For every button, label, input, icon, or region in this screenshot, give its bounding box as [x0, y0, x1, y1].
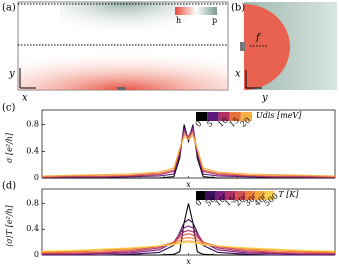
legend-swatch: [225, 191, 236, 200]
y-tick-label: 0.8: [26, 198, 39, 207]
legend-label: 5: [205, 119, 215, 129]
series-line: [42, 229, 335, 255]
y-tick-label: 0: [34, 173, 39, 182]
series-line: [42, 125, 335, 178]
legend-swatch: [215, 191, 226, 200]
panel-b: f (b) x y: [231, 2, 337, 104]
plot-frame: [41, 109, 336, 179]
legend-swatch: [196, 191, 206, 200]
x-axis-label: x: [186, 257, 191, 265]
panel-label: (a): [2, 3, 16, 14]
legend-title: T [K]: [278, 190, 299, 199]
panel-label: (d): [2, 181, 16, 192]
series-line: [41, 237, 336, 253]
colorbar-high: p: [212, 16, 217, 25]
y-axis-label: ⟨σ⟩T [e²/h]: [5, 204, 14, 246]
series-line: [42, 218, 335, 256]
tip: [117, 87, 125, 90]
series-line: [41, 134, 336, 177]
legend-title: Udis [meV]: [256, 111, 302, 120]
series-line: [41, 242, 336, 252]
y-axis-label: σ [e²/h]: [5, 132, 14, 163]
legend-swatch: [264, 191, 275, 200]
legend-swatch: [240, 112, 252, 121]
series-line: [41, 240, 336, 253]
series-line: [42, 203, 335, 256]
current-density-particle: [60, 2, 190, 44]
legend-swatch: [235, 191, 245, 200]
panel-a: h p (a) y x: [2, 1, 229, 104]
series-line: [41, 131, 336, 178]
marker-label: f: [255, 33, 262, 44]
legend-label: 0: [194, 198, 204, 208]
tip: [240, 42, 245, 51]
y-tick-label: 0.4: [26, 146, 39, 155]
tip-region: [244, 4, 290, 90]
y-tick-label: 0: [34, 250, 39, 259]
legend-swatch: [196, 112, 208, 121]
legend-label: 0: [194, 119, 204, 129]
legend-swatch: [254, 191, 265, 200]
series-line: [42, 225, 335, 255]
legend-swatch: [245, 191, 255, 200]
x-axis-label: y: [261, 93, 268, 104]
y-tick-label: 0.4: [26, 224, 39, 233]
y-tick-label: 0.8: [26, 120, 39, 129]
series-line: [41, 128, 336, 178]
legend-swatch: [205, 191, 216, 200]
panel-label: (b): [231, 3, 245, 14]
x-axis-label: x: [186, 180, 191, 189]
legend-swatch: [229, 112, 241, 121]
colorbar: [175, 7, 217, 15]
x-axis-label: x: [22, 93, 28, 104]
colorbar-low: h: [176, 16, 181, 25]
y-axis-label: y: [8, 69, 15, 80]
legend-swatch: [218, 112, 230, 121]
panel-label: (c): [2, 103, 16, 114]
y-axis-label: x: [235, 69, 241, 80]
current-density-hole: [18, 46, 228, 90]
series-line: [42, 124, 335, 179]
legend-swatch: [207, 112, 219, 121]
series-line: [42, 233, 335, 254]
